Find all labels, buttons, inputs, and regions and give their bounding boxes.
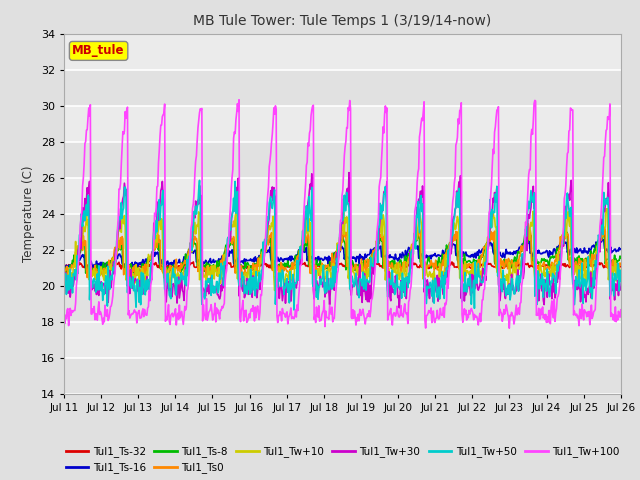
Bar (64, 286, 621, 322)
Text: MB_tule: MB_tule (72, 44, 125, 58)
Bar (64, 358, 621, 394)
Bar (64, 142, 621, 178)
Y-axis label: Temperature (C): Temperature (C) (22, 165, 35, 262)
Title: MB Tule Tower: Tule Temps 1 (3/19/14-now): MB Tule Tower: Tule Temps 1 (3/19/14-now… (193, 14, 492, 28)
Legend: Tul1_Ts-32, Tul1_Ts-16, Tul1_Ts-8, Tul1_Ts0, Tul1_Tw+10, Tul1_Tw+30, Tul1_Tw+50,: Tul1_Ts-32, Tul1_Ts-16, Tul1_Ts-8, Tul1_… (61, 442, 623, 478)
Bar (64, 214, 621, 250)
Bar (64, 70, 621, 106)
